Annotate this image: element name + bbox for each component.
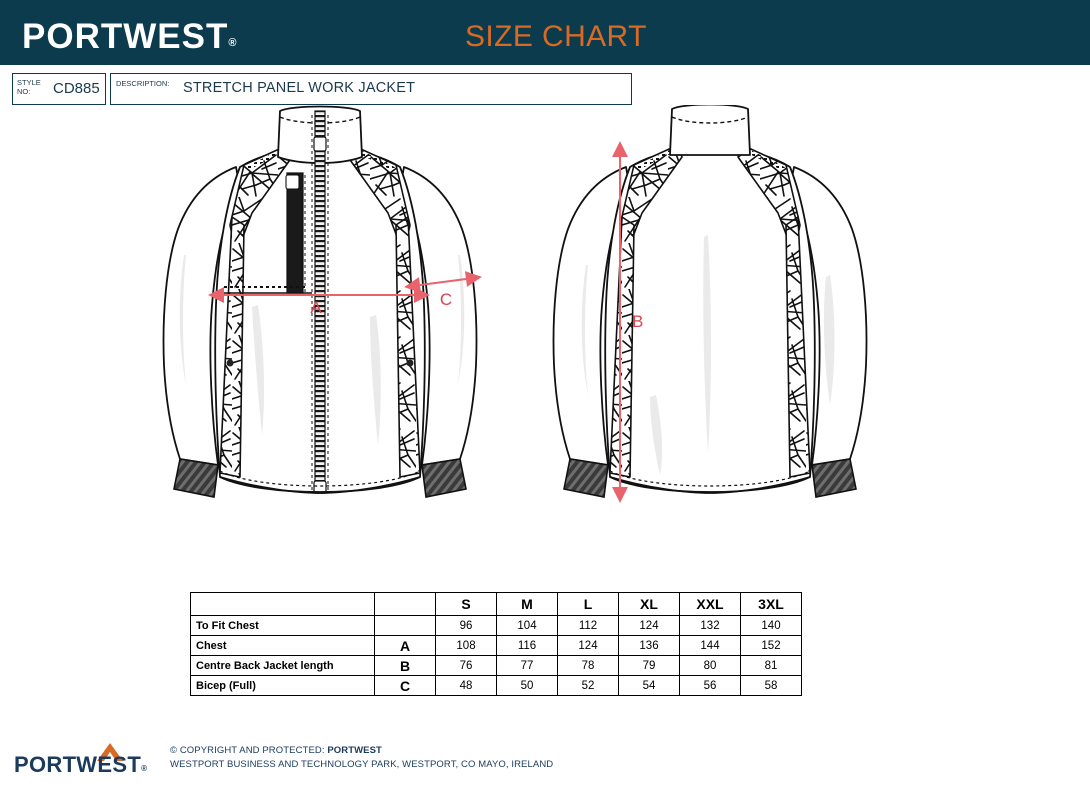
table-cell: 50 xyxy=(496,675,558,696)
table-cell: 81 xyxy=(740,655,802,676)
table-row-code: A xyxy=(374,635,436,656)
header-bar xyxy=(0,0,1090,65)
table-cell: 140 xyxy=(740,615,802,636)
table-cell: 80 xyxy=(679,655,741,676)
table-cell: 144 xyxy=(679,635,741,656)
address-line: WESTPORT BUSINESS AND TECHNOLOGY PARK, W… xyxy=(170,758,554,770)
measure-label-b: B xyxy=(632,312,643,331)
table-row: Centre Back Jacket length B 76 77 78 79 80 81 xyxy=(190,655,802,676)
table-cell: 52 xyxy=(557,675,619,696)
table-header-size-l: L xyxy=(557,592,619,616)
table-cell: 96 xyxy=(435,615,497,636)
footer-brand-text: PORTWEST xyxy=(14,752,142,777)
copyright-line: © COPYRIGHT AND PROTECTED: PORTWEST xyxy=(170,744,553,758)
table-cell: 112 xyxy=(557,615,619,636)
table-cell: 79 xyxy=(618,655,680,676)
table-row-label: To Fit Chest xyxy=(190,615,375,636)
measure-label-c: C xyxy=(440,290,452,309)
table-header-size-xxl: XXL xyxy=(679,592,741,616)
description-label: DESCRIPTION: xyxy=(116,79,170,88)
table-header-row: S M L XL XXL 3XL xyxy=(190,592,802,616)
style-number-label: STYLE NO: xyxy=(17,78,41,96)
copyright-brand: PORTWEST xyxy=(327,745,382,756)
table-row-label: Centre Back Jacket length xyxy=(190,655,375,676)
table-cell: 104 xyxy=(496,615,558,636)
table-cell: 54 xyxy=(618,675,680,696)
table-row: Bicep (Full) C 48 50 52 54 56 58 xyxy=(190,675,802,696)
measure-arrows-front: A C xyxy=(208,271,482,317)
table-row-code xyxy=(374,615,436,636)
table-header-size-m: M xyxy=(496,592,558,616)
table-cell: 56 xyxy=(679,675,741,696)
jacket-back-view xyxy=(552,105,868,498)
portwest-logo-header: PORTWEST® xyxy=(22,19,236,54)
description-value: STRETCH PANEL WORK JACKET xyxy=(183,80,416,96)
table-cell: 76 xyxy=(435,655,497,676)
table-header-blank xyxy=(190,592,375,616)
table-row-code: B xyxy=(374,655,436,676)
table-header-size-s: S xyxy=(435,592,497,616)
table-header-size-3xl: 3XL xyxy=(740,592,802,616)
table-cell: 116 xyxy=(496,635,558,656)
table-cell: 58 xyxy=(740,675,802,696)
table-cell: 78 xyxy=(557,655,619,676)
table-row-code: C xyxy=(374,675,436,696)
table-cell: 152 xyxy=(740,635,802,656)
registered-trademark-icon: ® xyxy=(228,37,237,49)
footer-brand-wordmark: PORTWEST® xyxy=(14,754,147,776)
table-cell: 108 xyxy=(435,635,497,656)
table-row: Chest A 108 116 124 136 144 152 xyxy=(190,635,802,656)
table-row: To Fit Chest 96 104 112 124 132 140 xyxy=(190,615,802,636)
table-cell: 124 xyxy=(618,615,680,636)
mountain-chevron-icon xyxy=(97,743,123,761)
table-row-label: Bicep (Full) xyxy=(190,675,375,696)
footer-registered-icon: ® xyxy=(141,764,148,773)
table-header-code xyxy=(374,592,436,616)
style-number-box: STYLE NO: CD885 xyxy=(12,73,106,105)
style-number-value: CD885 xyxy=(53,80,100,97)
table-cell: 136 xyxy=(618,635,680,656)
table-cell: 48 xyxy=(435,675,497,696)
size-chart-table: S M L XL XXL 3XL To Fit Chest 96 104 112 124 132 140… xyxy=(190,592,802,696)
jacket-technical-drawing: A C xyxy=(162,105,868,503)
page-title: SIZE CHART xyxy=(465,20,647,53)
measure-arrows-back: B xyxy=(612,141,643,503)
table-cell: 132 xyxy=(679,615,741,636)
table-header-size-xl: XL xyxy=(618,592,680,616)
footer-copyright: © COPYRIGHT AND PROTECTED: PORTWEST WEST… xyxy=(170,744,553,771)
measure-label-a: A xyxy=(310,298,322,317)
table-cell: 77 xyxy=(496,655,558,676)
table-cell: 124 xyxy=(557,635,619,656)
brand-wordmark: PORTWEST xyxy=(22,17,229,56)
portwest-logo-footer: PORTWEST® xyxy=(14,742,164,776)
copyright-prefix: © COPYRIGHT AND PROTECTED: xyxy=(170,745,328,756)
description-box: DESCRIPTION: STRETCH PANEL WORK JACKET xyxy=(110,73,632,105)
table-row-label: Chest xyxy=(190,635,375,656)
